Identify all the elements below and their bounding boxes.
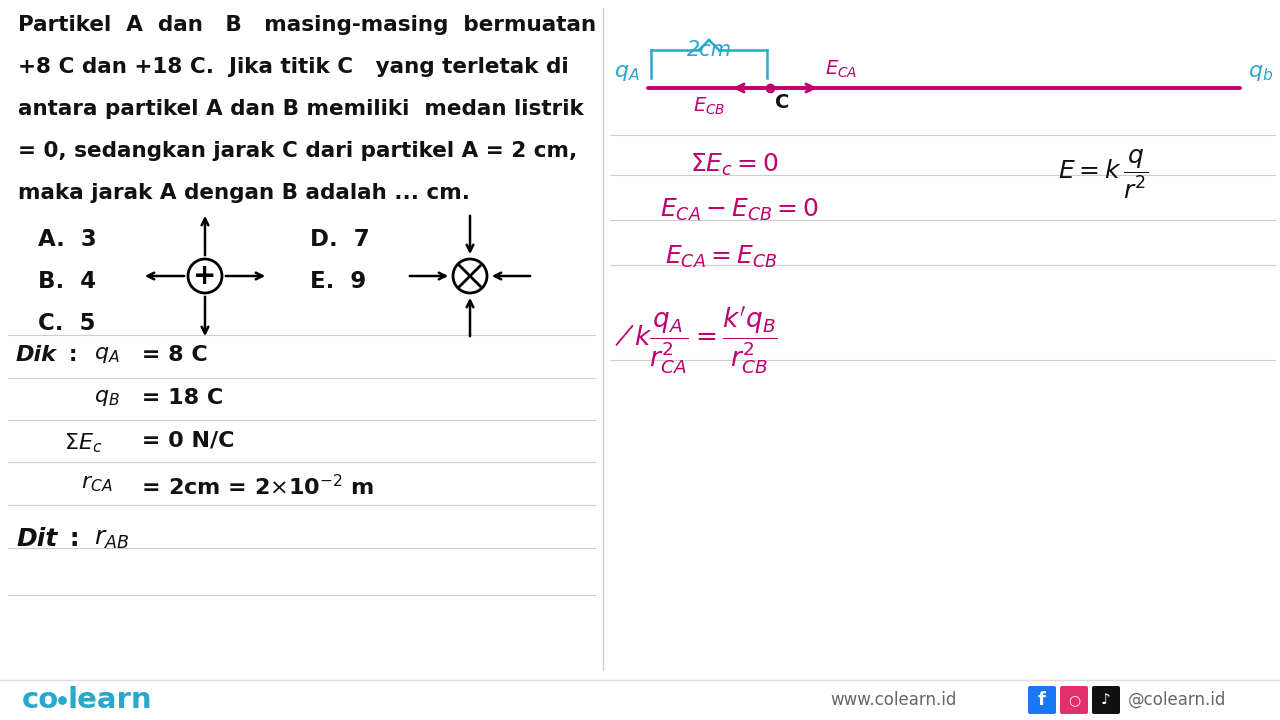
Text: $q_b$: $q_b$ [1248,63,1274,83]
Text: ♪: ♪ [1101,693,1111,708]
Text: $\Sigma E_c = 0$: $\Sigma E_c = 0$ [690,152,778,179]
Text: :: : [61,345,93,365]
Text: $r_{AB}$: $r_{AB}$ [93,527,129,551]
Text: :: : [61,527,88,551]
Text: $\not{k}\dfrac{q_A}{r_{CA}^2} = \dfrac{k'q_B}{r_{CB}^2}$: $\not{k}\dfrac{q_A}{r_{CA}^2} = \dfrac{k… [614,305,778,377]
Text: co: co [22,686,59,714]
Text: = 2cm = 2$\times$10$^{-2}$ m: = 2cm = 2$\times$10$^{-2}$ m [134,474,374,499]
Text: = 8 C: = 8 C [134,345,207,365]
Text: ○: ○ [1068,693,1080,707]
Text: +8 C dan +18 C.  Jika titik C   yang terletak di: +8 C dan +18 C. Jika titik C yang terlet… [18,57,568,77]
Text: 2cm: 2cm [686,40,732,60]
Text: antara partikel A dan B memiliki  medan listrik: antara partikel A dan B memiliki medan l… [18,99,584,119]
Text: $r_{CA}$: $r_{CA}$ [81,474,113,494]
Text: B.  4: B. 4 [38,270,96,293]
Text: learn: learn [67,686,151,714]
Text: $\Sigma E_c$: $\Sigma E_c$ [64,431,102,454]
Text: $E_{CA} - E_{CB} = 0$: $E_{CA} - E_{CB} = 0$ [660,197,819,223]
Text: C: C [774,93,790,112]
FancyBboxPatch shape [1028,686,1056,714]
Text: maka jarak A dengan B adalah ... cm.: maka jarak A dengan B adalah ... cm. [18,183,470,203]
Text: $E_{CA} = E_{CB}$: $E_{CA} = E_{CB}$ [666,244,777,270]
Text: E.  9: E. 9 [310,270,366,293]
FancyBboxPatch shape [1092,686,1120,714]
Text: $q_B$: $q_B$ [93,388,120,408]
Text: $q_A$: $q_A$ [93,345,119,365]
Text: Dit: Dit [15,527,58,551]
Text: C.  5: C. 5 [38,312,96,335]
Text: Dik: Dik [15,345,56,365]
Text: $E = k\,\dfrac{q}{r^2}$: $E = k\,\dfrac{q}{r^2}$ [1059,148,1148,201]
Text: D.  7: D. 7 [310,228,370,251]
Text: = 18 C: = 18 C [134,388,223,408]
Text: $q_A$: $q_A$ [614,63,640,83]
Text: +: + [193,262,216,290]
Text: = 0, sedangkan jarak C dari partikel A = 2 cm,: = 0, sedangkan jarak C dari partikel A =… [18,141,577,161]
Text: Partikel  A  dan   B   masing-masing  bermuatan: Partikel A dan B masing-masing bermuatan [18,15,596,35]
Text: $E_{CA}$: $E_{CA}$ [826,59,858,80]
Text: $E_{CB}$: $E_{CB}$ [692,96,724,117]
Text: f: f [1038,691,1046,709]
Text: @colearn.id: @colearn.id [1128,691,1226,709]
Text: = 0 N/C: = 0 N/C [134,431,234,451]
FancyBboxPatch shape [1060,686,1088,714]
Text: www.colearn.id: www.colearn.id [829,691,956,709]
Text: A.  3: A. 3 [38,228,97,251]
